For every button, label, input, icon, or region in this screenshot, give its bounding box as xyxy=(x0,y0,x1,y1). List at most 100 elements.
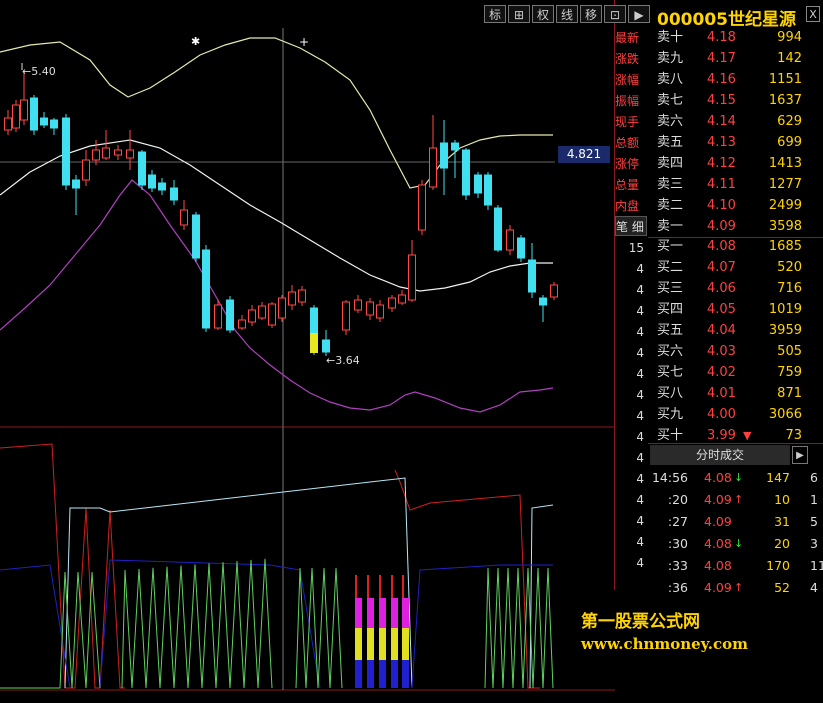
side-price: 15 xyxy=(628,241,644,255)
line-button[interactable]: 线 xyxy=(556,5,578,23)
close-icon[interactable]: X xyxy=(806,6,820,22)
ask-volume: 994 xyxy=(777,30,802,45)
candlestick-series xyxy=(4,70,558,356)
tick-row[interactable]: :20 4.09 ↑ 10 1 xyxy=(650,489,823,510)
bid-volume: 73 xyxy=(785,428,802,443)
signal-bar-segment xyxy=(391,628,398,660)
ask-row[interactable]: 卖二 4.10 2499 xyxy=(657,195,823,216)
side-label: 涨停 xyxy=(615,157,640,171)
tick-row[interactable]: :27 4.09 31 5 xyxy=(650,511,823,532)
bid-row[interactable]: 买二 4.07 520 xyxy=(657,257,823,278)
detail-button[interactable]: 笔 细 xyxy=(615,216,647,236)
signal-bar-segment xyxy=(355,628,362,660)
ask-volume: 3598 xyxy=(768,219,802,234)
low-price-label: ←3.64 xyxy=(326,354,360,367)
side-price: 4 xyxy=(636,556,644,570)
ask-level-label: 卖四 xyxy=(657,156,684,171)
book-divider xyxy=(648,237,823,238)
bid-row[interactable]: 买九 4.00 3066 xyxy=(657,404,823,425)
ask-row[interactable]: 卖五 4.13 699 xyxy=(657,132,823,153)
bid-volume: 1019 xyxy=(768,302,802,317)
bid-volume: 716 xyxy=(777,281,802,296)
bid-row[interactable]: 买五 4.04 3959 xyxy=(657,320,823,341)
side-label: 振幅 xyxy=(615,94,640,108)
candle-body xyxy=(539,297,547,306)
tick-price: 4.09 xyxy=(704,492,732,507)
tick-row[interactable]: :30 4.08 ↓ 20 3 xyxy=(650,533,823,554)
bid-row[interactable]: 买十 3.99 ▼ 73 xyxy=(657,425,823,446)
book-divider-2 xyxy=(648,443,823,444)
candle-body xyxy=(126,149,134,159)
ask-row[interactable]: 卖七 4.15 1637 xyxy=(657,90,823,111)
bid-row[interactable]: 买三 4.06 716 xyxy=(657,278,823,299)
bid-level-label: 买七 xyxy=(657,365,684,380)
ask-price: 4.18 xyxy=(707,30,736,45)
indicator-green-bars xyxy=(0,571,101,689)
bid-price: 4.03 xyxy=(707,344,736,359)
signal-bar-segment xyxy=(379,575,381,598)
kline-chart[interactable]: ←5.40 ←3.64 ✱ + xyxy=(0,0,615,703)
side-price: 4 xyxy=(636,535,644,549)
chart-right-border xyxy=(614,0,615,590)
side-price: 4 xyxy=(636,346,644,360)
candle-body xyxy=(12,104,20,129)
ask-row[interactable]: 卖四 4.12 1413 xyxy=(657,153,823,174)
mark-button[interactable]: 标 xyxy=(484,5,506,23)
bid-price: 4.06 xyxy=(707,281,736,296)
next-icon[interactable]: ▶ xyxy=(792,446,808,464)
ask-price: 4.09 xyxy=(707,219,736,234)
ask-row[interactable]: 卖九 4.17 142 xyxy=(657,48,823,69)
stock-code: 000005 xyxy=(657,10,728,30)
ask-row[interactable]: 卖六 4.14 629 xyxy=(657,111,823,132)
bid-level-label: 买一 xyxy=(657,239,684,254)
candle-body xyxy=(214,304,222,329)
bid-row[interactable]: 买六 4.03 505 xyxy=(657,341,823,362)
candle-body xyxy=(494,207,502,251)
ask-row[interactable]: 卖十 4.18 994 xyxy=(657,27,823,48)
candle-body xyxy=(288,291,296,306)
bid-level-label: 买二 xyxy=(657,260,684,275)
tick-row[interactable]: :33 4.08 170 11 xyxy=(650,555,823,576)
move-button[interactable]: 移 xyxy=(580,5,602,23)
tick-volume: 170 xyxy=(766,558,790,573)
ticks-header[interactable]: 分时成交 xyxy=(650,445,790,465)
rights-button[interactable]: 权 xyxy=(532,5,554,23)
candle-body xyxy=(517,237,525,259)
bid-row[interactable]: 买四 4.05 1019 xyxy=(657,299,823,320)
candle-body xyxy=(429,147,437,188)
candle-body xyxy=(440,142,448,169)
ask-row[interactable]: 卖八 4.16 1151 xyxy=(657,69,823,90)
candle-body xyxy=(192,214,200,259)
tick-time: :36 xyxy=(667,580,688,595)
bid-level-label: 买六 xyxy=(657,344,684,359)
indicator-green-bars-2 xyxy=(121,558,273,689)
side-label: 涨幅 xyxy=(615,73,640,87)
frame-button[interactable]: ⊡ xyxy=(604,5,626,23)
bid-level-label: 买八 xyxy=(657,386,684,401)
candle-body xyxy=(342,301,350,331)
tick-row[interactable]: :36 4.09 ↑ 52 4 xyxy=(650,577,823,598)
down-arrow-icon: ▼ xyxy=(743,429,752,442)
side-price: 4 xyxy=(636,451,644,465)
signal-bar-segment xyxy=(391,598,398,628)
bid-row[interactable]: 买一 4.08 1685 xyxy=(657,236,823,257)
candle-body xyxy=(50,119,58,129)
tick-time: :27 xyxy=(667,514,688,529)
ask-volume: 1151 xyxy=(768,72,802,87)
tick-price: 4.08 xyxy=(704,470,732,485)
bid-row[interactable]: 买八 4.01 871 xyxy=(657,383,823,404)
tick-row[interactable]: 14:56 4.08 ↓ 147 6 xyxy=(650,467,823,488)
band-lower xyxy=(0,179,554,413)
candle-body xyxy=(268,303,276,326)
ask-level-label: 卖十 xyxy=(657,30,684,45)
candle-body xyxy=(226,299,234,331)
bid-row[interactable]: 买七 4.02 759 xyxy=(657,362,823,383)
ask-row[interactable]: 卖一 4.09 3598 xyxy=(657,216,823,237)
down-arrow-icon: ↓ xyxy=(734,537,744,550)
add-button[interactable]: ⊞ xyxy=(508,5,530,23)
bid-volume: 520 xyxy=(777,260,802,275)
play-button[interactable]: ▶ xyxy=(628,5,650,23)
ask-row[interactable]: 卖三 4.11 1277 xyxy=(657,174,823,195)
side-label: 最新 xyxy=(615,31,640,45)
tick-count: 6 xyxy=(810,470,818,485)
